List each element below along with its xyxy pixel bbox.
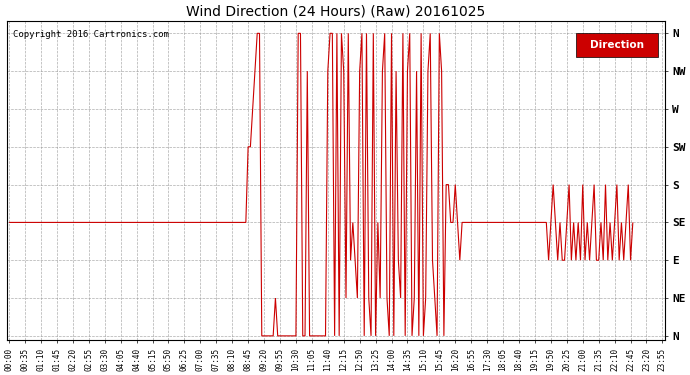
FancyBboxPatch shape [576, 33, 658, 57]
Title: Wind Direction (24 Hours) (Raw) 20161025: Wind Direction (24 Hours) (Raw) 20161025 [186, 4, 485, 18]
Text: Direction: Direction [590, 40, 644, 51]
Text: Copyright 2016 Cartronics.com: Copyright 2016 Cartronics.com [13, 30, 169, 39]
